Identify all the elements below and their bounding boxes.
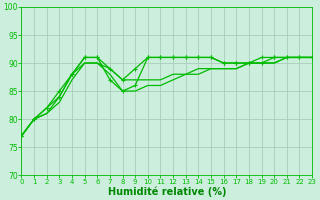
X-axis label: Humidité relative (%): Humidité relative (%) bbox=[108, 186, 226, 197]
